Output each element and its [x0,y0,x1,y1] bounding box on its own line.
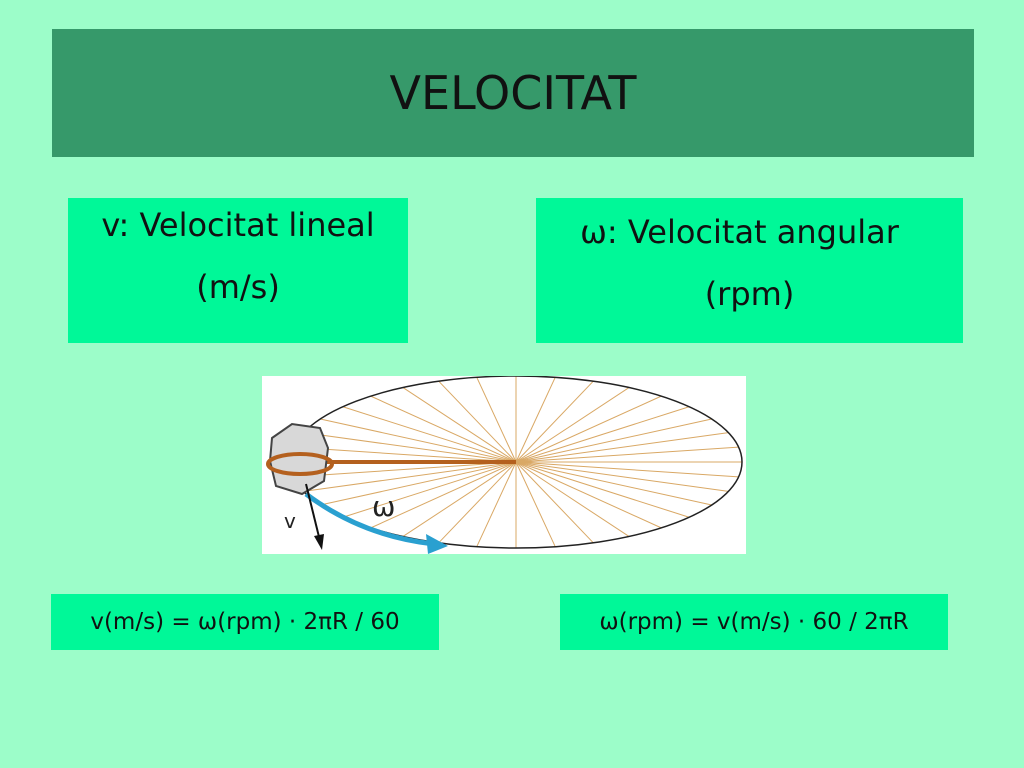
ray [515,446,739,463]
formula: ω(rpm) = v(m/s) · 60 / 2πR [560,594,948,650]
ray [293,461,517,478]
ray [293,446,517,463]
ray [476,461,517,547]
ray [515,461,662,529]
ray [303,461,517,492]
box-line: v: Velocitat lineal [101,206,375,244]
ray [515,461,594,544]
ray [320,418,517,463]
definition-box: v: Velocitat lineal (m/s) [68,198,408,343]
formula: v(m/s) = ω(rpm) · 2πR / 60 [51,594,439,650]
ray [303,432,517,463]
arrowhead [426,534,448,554]
ray [402,461,517,537]
ray [370,461,517,529]
ray [342,406,517,463]
rope-loop [266,452,334,476]
arrowhead [314,534,324,550]
title-bar: VELOCITAT [52,29,974,157]
ray [515,395,662,463]
ray [342,461,517,518]
ray [515,432,729,463]
ray [402,387,517,463]
rays [290,376,742,548]
ray [515,406,690,463]
ray [515,418,712,463]
omega-label: ω [372,490,395,523]
box-line: ω: Velocitat angular [580,213,899,251]
stone [268,422,330,496]
ray [320,461,517,506]
velocity-arrow [305,483,321,542]
ray [515,461,739,478]
rotation-diagram: ω v [262,376,746,554]
ray [515,377,556,463]
box-line: (m/s) [196,268,280,306]
angular-arrow [304,491,435,547]
definition-box: ω: Velocitat angular (rpm) [536,198,963,343]
ray [515,461,630,537]
ray [438,461,517,544]
title: VELOCITAT [389,66,637,120]
ray [515,461,690,518]
ray [515,387,630,463]
ray [515,461,556,547]
ray [515,461,729,492]
ray [438,380,517,463]
box-line: (rpm) [704,275,795,313]
ray [515,380,594,463]
ray [370,395,517,463]
ray [476,377,517,463]
v-label: v [284,509,296,533]
ray [515,461,712,506]
